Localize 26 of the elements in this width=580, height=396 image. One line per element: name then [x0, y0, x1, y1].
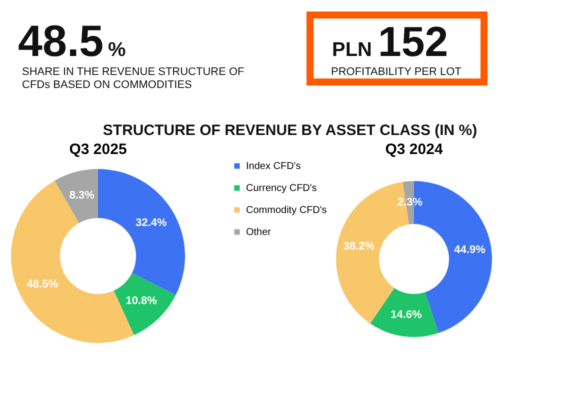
donut-slice — [114, 273, 176, 336]
text: % — [108, 39, 126, 61]
text: SHARE IN THE REVENUE STRUCTURE OF — [22, 66, 245, 78]
text: PROFITABILITY PER LOT — [331, 66, 462, 78]
legend-label: Index CFD's — [246, 161, 301, 172]
text: CFDs BASED ON COMMODITIES — [22, 79, 192, 91]
text: 48.5 — [18, 17, 104, 66]
data-label: 44.9% — [454, 244, 486, 256]
donut-slice — [98, 169, 185, 296]
legend-label: Currency CFD's — [246, 183, 317, 194]
data-label: 32.4% — [136, 217, 167, 230]
chart-title: Q3 2025 — [69, 141, 127, 158]
legend-label: Other — [246, 227, 272, 238]
data-label: 8.3% — [69, 190, 95, 202]
data-label: 10.8% — [126, 295, 158, 308]
chart-title: Q3 2024 — [385, 141, 444, 158]
data-label: 38.2% — [343, 240, 375, 252]
text: 152 — [378, 18, 448, 65]
data-label: 14.6% — [390, 308, 422, 321]
donut-slice — [370, 288, 439, 337]
text: STRUCTURE OF REVENUE BY ASSET CLASS (IN %) — [102, 122, 478, 139]
donut-slice — [54, 169, 98, 224]
text: PLN — [332, 39, 372, 61]
legend-label: Commodity CFD's — [246, 205, 327, 216]
data-label: 48.5% — [26, 278, 58, 291]
data-label: 2.3% — [397, 196, 423, 209]
